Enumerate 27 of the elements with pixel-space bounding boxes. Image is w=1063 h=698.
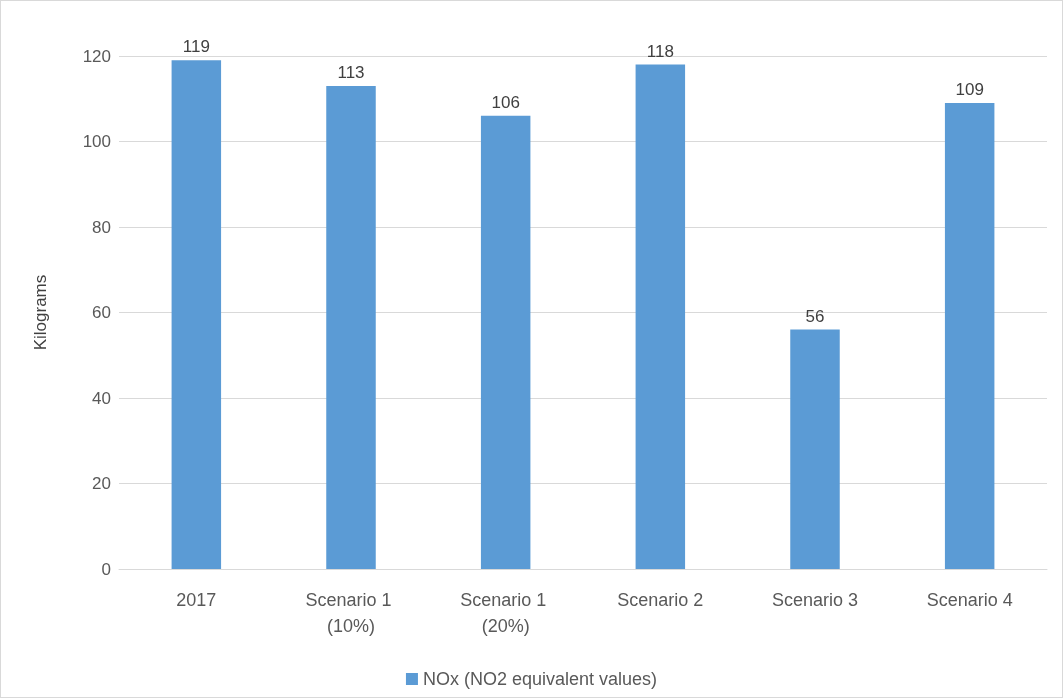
- x-tick-label: 2017: [176, 590, 217, 610]
- data-label: 56: [805, 306, 825, 326]
- x-tick-label: Scenario 3: [771, 590, 859, 610]
- x-tick-label: Scenario 1 (10%): [305, 590, 397, 636]
- x-tick-label: Scenario 1 (20%): [460, 590, 552, 636]
- y-tick-label: 40: [92, 388, 111, 408]
- bar: [480, 115, 531, 569]
- bar: [790, 329, 840, 569]
- bar: [635, 64, 686, 569]
- x-tick-label: Scenario 4: [926, 590, 1013, 610]
- y-tick-label: 120: [82, 46, 111, 66]
- data-label: 119: [182, 37, 210, 57]
- y-tick-label: 60: [92, 303, 111, 322]
- y-tick-label: 100: [82, 132, 111, 151]
- y-tick-label: 20: [92, 474, 111, 493]
- bar: [944, 103, 995, 569]
- y-tick-label: 0: [101, 559, 111, 579]
- bar: [326, 85, 376, 569]
- y-tick-label: 80: [92, 217, 111, 237]
- data-label: 106: [491, 92, 520, 112]
- data-label: 113: [337, 62, 365, 82]
- data-label: 118: [646, 41, 674, 61]
- data-label: 109: [955, 80, 984, 100]
- y-axis-title: Kilograms: [31, 274, 50, 351]
- bar: [171, 60, 222, 569]
- legend-label: NOx (NO2 equivalent values): [422, 669, 658, 689]
- x-tick-label: Scenario 2: [617, 590, 704, 610]
